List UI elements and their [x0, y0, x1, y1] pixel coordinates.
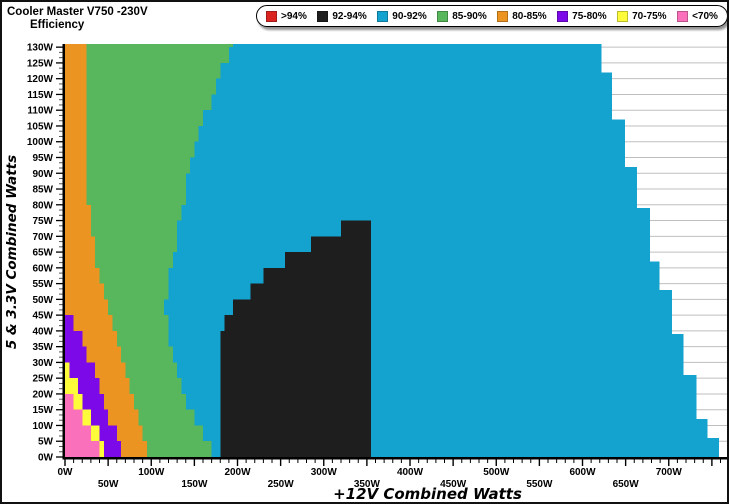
x-tick-label: 600W — [569, 467, 596, 478]
x-axis-ticks: 0W 50W 100W 150W 200W 250W 300W 350W 400W 450W 500… — [58, 459, 722, 490]
y-tick-label: 0W — [38, 453, 54, 464]
legend-swatch-icon — [377, 10, 389, 22]
y-tick-label: 15W — [32, 405, 53, 416]
y-tick-label: 55W — [32, 279, 53, 290]
x-axis-line — [62, 457, 727, 460]
y-tick-label: 60W — [32, 263, 53, 274]
legend-item: <70% — [677, 10, 718, 22]
y-tick-label: 85W — [32, 185, 53, 196]
legend-item: 92-94% — [317, 10, 367, 22]
legend-swatch-icon — [677, 10, 689, 22]
x-tick-label: 350W — [354, 479, 381, 490]
y-tick-label: 30W — [32, 358, 53, 369]
x-axis-title: +12V Combined Watts — [333, 485, 522, 503]
legend-item: 70-75% — [617, 10, 667, 22]
region-70 — [65, 393, 100, 457]
y-tick-label: 115W — [27, 90, 53, 101]
x-tick-label: 250W — [268, 479, 295, 490]
y-tick-label: 50W — [32, 295, 53, 306]
legend-item-label: <70% — [692, 10, 718, 22]
x-tick-label: 50W — [98, 479, 119, 490]
x-tick-label: 200W — [224, 467, 251, 478]
axes — [62, 44, 727, 460]
x-tick-label: 550W — [526, 479, 553, 490]
legend-item-label: >94% — [281, 10, 307, 22]
legend-swatch-icon — [317, 10, 329, 22]
y-tick-label: 10W — [32, 421, 53, 432]
x-tick-label: 0W — [58, 467, 74, 478]
legend-item: 90-92% — [377, 10, 427, 22]
legend-item-label: 70-75% — [632, 10, 667, 22]
y-tick-label: 90W — [32, 169, 53, 180]
y-tick-label: 70W — [32, 232, 53, 243]
legend-item-label: 92-94% — [332, 10, 367, 22]
x-tick-label: 150W — [181, 479, 208, 490]
x-tick-label: 500W — [483, 467, 510, 478]
efficiency-legend: >94% 92-94% 90-92% 85-90% 80-85% 75-80% 70-75%… — [256, 5, 727, 27]
legend-item: >94% — [266, 10, 307, 22]
legend-item-label: 90-92% — [392, 10, 427, 22]
y-tick-label: 20W — [32, 389, 53, 400]
y-tick-label: 120W — [27, 74, 54, 85]
x-tick-label: 400W — [397, 467, 424, 478]
chart-title: Cooler Master V750 -230V Efficiency — [7, 6, 148, 32]
y-tick-label: 65W — [32, 248, 53, 259]
y-tick-label: 95W — [32, 153, 53, 164]
legend-swatch-icon — [557, 10, 569, 22]
y-tick-label: 5W — [38, 437, 54, 448]
y-tick-label: 75W — [32, 216, 53, 227]
y-tick-label: 125W — [27, 58, 54, 69]
chart-title-line1: Cooler Master V750 -230V — [7, 6, 148, 18]
y-tick-label: 130W — [27, 43, 54, 54]
x-tick-label: 100W — [138, 467, 165, 478]
y-tick-label: 105W — [27, 121, 54, 132]
y-tick-label: 45W — [32, 311, 53, 322]
x-tick-label: 300W — [311, 467, 338, 478]
legend-swatch-icon — [617, 10, 629, 22]
legend-item: 85-90% — [437, 10, 487, 22]
chart-title-line2: Efficiency — [30, 19, 85, 31]
region-92-94 — [220, 220, 372, 457]
y-tick-label: 80W — [32, 200, 53, 211]
x-tick-label: 700W — [656, 467, 683, 478]
x-tick-label: 650W — [613, 479, 640, 490]
legend-item-label: 75-80% — [572, 10, 607, 22]
x-tick-label: 450W — [440, 479, 467, 490]
y-tick-label: 110W — [27, 106, 53, 117]
legend-swatch-icon — [497, 10, 509, 22]
legend-item-label: 80-85% — [512, 10, 547, 22]
y-tick-label: 100W — [27, 137, 54, 148]
legend-swatch-icon — [266, 10, 277, 22]
y-tick-label: 35W — [32, 342, 53, 353]
y-axis-title: 5 & 3.3V Combined Watts — [4, 155, 20, 349]
legend-item: 80-85% — [497, 10, 547, 22]
y-axis-ticks: 0W 5W 10W 15W 20W 25W 30W 35W 40W 45W 50W 55W 60W 65W… — [27, 43, 63, 464]
y-axis-line — [62, 44, 65, 460]
legend-item-label: 85-90% — [452, 10, 487, 22]
y-tick-label: 25W — [32, 374, 53, 385]
legend-item: 75-80% — [557, 10, 607, 22]
legend-swatch-icon — [437, 10, 449, 22]
y-tick-label: 40W — [32, 326, 53, 337]
